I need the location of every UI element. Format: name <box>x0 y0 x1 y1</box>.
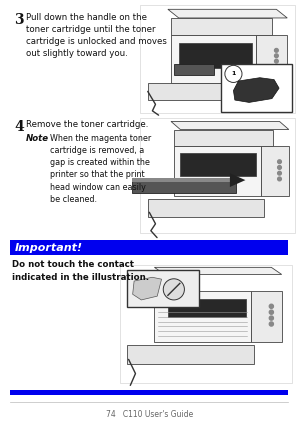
Bar <box>140 118 295 233</box>
Text: Remove the toner cartridge.: Remove the toner cartridge. <box>26 120 148 129</box>
Circle shape <box>269 322 273 326</box>
Polygon shape <box>171 122 289 130</box>
Polygon shape <box>180 153 256 176</box>
Polygon shape <box>230 173 245 187</box>
Polygon shape <box>127 345 254 364</box>
Polygon shape <box>132 178 236 182</box>
Polygon shape <box>154 267 282 275</box>
Circle shape <box>163 279 184 300</box>
Polygon shape <box>174 65 214 75</box>
Text: Pull down the handle on the
toner cartridge until the toner
cartridge is unlocke: Pull down the handle on the toner cartri… <box>26 13 167 59</box>
Polygon shape <box>168 299 246 317</box>
Bar <box>120 265 292 383</box>
Circle shape <box>278 171 281 175</box>
Polygon shape <box>261 146 289 196</box>
Polygon shape <box>171 35 256 83</box>
Text: Note: Note <box>26 134 49 143</box>
Polygon shape <box>148 198 264 217</box>
Polygon shape <box>174 146 261 196</box>
Polygon shape <box>148 83 256 100</box>
Polygon shape <box>168 9 287 18</box>
Circle shape <box>274 48 278 52</box>
Polygon shape <box>256 35 287 83</box>
Text: 74   C110 User's Guide: 74 C110 User's Guide <box>106 410 194 419</box>
Circle shape <box>278 160 281 164</box>
Bar <box>10 240 288 255</box>
Polygon shape <box>233 78 279 102</box>
Circle shape <box>269 310 273 314</box>
Text: 1: 1 <box>231 71 236 76</box>
Polygon shape <box>132 178 236 193</box>
Polygon shape <box>179 43 252 68</box>
Text: Do not touch the contact
indicated in the illustration.: Do not touch the contact indicated in th… <box>12 260 149 281</box>
Circle shape <box>225 65 242 82</box>
Polygon shape <box>174 130 273 146</box>
Text: Important!: Important! <box>15 243 83 252</box>
Text: When the magenta toner
cartridge is removed, a
gap is created within the
printer: When the magenta toner cartridge is remo… <box>50 134 151 204</box>
Circle shape <box>274 54 278 58</box>
Bar <box>220 65 292 112</box>
Circle shape <box>269 316 273 320</box>
Circle shape <box>278 166 281 169</box>
Polygon shape <box>154 291 251 342</box>
Bar <box>10 390 288 395</box>
Bar <box>127 270 199 307</box>
Polygon shape <box>133 277 162 300</box>
Circle shape <box>274 65 278 68</box>
Circle shape <box>269 304 273 309</box>
Bar <box>140 5 295 113</box>
Circle shape <box>278 177 281 181</box>
Text: 4: 4 <box>14 120 24 134</box>
Polygon shape <box>251 291 282 342</box>
Circle shape <box>274 60 278 63</box>
Text: 3: 3 <box>14 13 24 27</box>
Polygon shape <box>171 18 272 35</box>
